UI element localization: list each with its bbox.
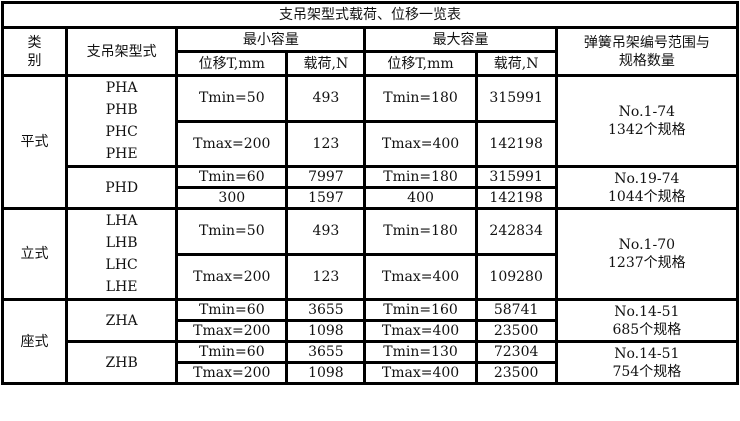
- min-load-cell: 493: [285, 207, 367, 256]
- type-name: PHB: [105, 102, 138, 118]
- table-row: 平式 PHA PHB PHC PHE Tmin=50 493 Tmin=180 315991 No…: [0, 74, 740, 210]
- type-name: ZHA: [105, 312, 138, 329]
- type-name: PHE: [105, 146, 138, 162]
- max-displacement-cell: Tmax=400: [363, 361, 478, 385]
- max-displacement-cell: Tmin=160: [363, 298, 478, 322]
- type-cell: LHA LHB LHC LHE: [65, 207, 179, 301]
- header-range-line2: 规格数量: [618, 52, 675, 69]
- header-min-capacity: 最小容量: [175, 26, 367, 53]
- range-number: No.1-70: [618, 237, 676, 253]
- header-category-top: 类: [27, 34, 42, 51]
- table-row: ZHB Tmin=60 3655 Tmin=130 72304 No.14-51 754个规…: [3, 340, 740, 385]
- max-displacement-cell: Tmax=400: [363, 119, 478, 168]
- max-displacement-cell: Tmax=400: [363, 252, 478, 301]
- load-displacement-table: 支吊架型式载荷、位移一览表 类 别 支吊架型式 最小容量 最大容量 弹簧吊架编号…: [0, 1, 740, 385]
- type-name: PHD: [105, 179, 139, 196]
- min-displacement-cell: Tmin=60: [175, 298, 289, 322]
- range-number: No.19-74: [614, 170, 680, 187]
- min-displacement-cell: Tmax=200: [175, 119, 289, 168]
- type-cell: ZHA: [65, 298, 179, 343]
- max-displacement-cell: Tmin=130: [363, 340, 478, 364]
- header-max-load: 载荷,N: [474, 50, 558, 77]
- spec-count: 685个规格: [612, 321, 682, 338]
- max-load-cell: 142198: [474, 186, 558, 210]
- min-displacement-cell: Tmax=200: [175, 361, 289, 385]
- min-displacement-cell: Tmax=200: [175, 252, 289, 301]
- type-name: LHE: [105, 279, 138, 295]
- type-name: LHA: [105, 213, 138, 229]
- min-displacement-cell: Tmax=200: [175, 319, 289, 343]
- min-load-cell: 3655: [285, 340, 367, 364]
- header-max-displacement: 位移T,mm: [363, 50, 478, 77]
- table-row: PHD Tmin=60 7997 Tmin=180 315991 No.19-74 1044…: [3, 165, 740, 210]
- range-cell: No.1-70 1237个规格: [554, 207, 740, 301]
- header-min-load: 载荷,N: [285, 50, 367, 77]
- max-displacement-cell: Tmax=400: [363, 319, 478, 343]
- min-load-cell: 1597: [285, 186, 367, 210]
- max-load-cell: 58741: [474, 298, 558, 322]
- min-displacement-cell: Tmin=50: [175, 207, 289, 256]
- header-category: 类 别: [0, 26, 69, 77]
- min-load-cell: 3655: [285, 298, 367, 322]
- category-cell: 平式: [0, 74, 69, 210]
- range-cell: No.14-51 685个规格: [554, 298, 740, 343]
- max-displacement-cell: Tmin=180: [363, 165, 478, 189]
- table-row: 座式 ZHA Tmin=60 3655 Tmin=160 58741 No.14-51 685…: [0, 298, 740, 385]
- header-max-capacity: 最大容量: [363, 26, 558, 53]
- min-displacement-cell: 300: [175, 186, 289, 210]
- spec-count: 754个规格: [612, 363, 682, 380]
- min-load-cell: 1098: [285, 361, 367, 385]
- table-row: 立式 LHA LHB LHC LHE Tmin=50 493 Tmin=180 242834 No…: [0, 207, 740, 301]
- max-load-cell: 23500: [474, 319, 558, 343]
- spec-count: 1044个规格: [608, 188, 686, 205]
- type-name: ZHB: [105, 354, 138, 371]
- min-displacement-cell: Tmin=60: [175, 340, 289, 364]
- table-row: Tmax=200 1098 Tmax=400 23500: [3, 361, 738, 385]
- type-name: PHA: [105, 80, 138, 96]
- table-row: 300 1597 400 142198: [3, 186, 738, 210]
- header-type: 支吊架型式: [65, 26, 179, 77]
- max-load-cell: 142198: [474, 119, 558, 168]
- type-cell: ZHB: [65, 340, 179, 385]
- table-title: 支吊架型式载荷、位移一览表: [1, 1, 739, 29]
- max-load-cell: 23500: [474, 361, 558, 385]
- min-load-cell: 493: [285, 74, 367, 123]
- table-row: Tmax=200 123 Tmax=400 142198: [3, 119, 738, 168]
- category-cell: 座式: [0, 298, 69, 385]
- max-load-cell: 242834: [474, 207, 558, 256]
- range-cell: No.14-51 754个规格: [554, 340, 740, 385]
- header-min-displacement: 位移T,mm: [175, 50, 289, 77]
- spec-count: 1237个规格: [608, 255, 686, 271]
- max-displacement-cell: Tmin=180: [363, 207, 478, 256]
- max-load-cell: 109280: [474, 252, 558, 301]
- min-load-cell: 7997: [285, 165, 367, 189]
- min-load-cell: 123: [285, 119, 367, 168]
- max-load-cell: 315991: [474, 74, 558, 123]
- header-category-bottom: 别: [27, 52, 42, 69]
- range-number: No.14-51: [614, 345, 680, 362]
- max-displacement-cell: Tmin=180: [363, 74, 478, 123]
- min-load-cell: 1098: [285, 319, 367, 343]
- type-cell: PHA PHB PHC PHE: [65, 74, 179, 168]
- table-row: Tmax=200 123 Tmax=400 109280: [3, 252, 738, 301]
- type-name: LHC: [105, 257, 138, 273]
- max-displacement-cell: 400: [363, 186, 478, 210]
- table-row: Tmax=200 1098 Tmax=400 23500: [3, 319, 738, 343]
- range-number: No.14-51: [614, 303, 680, 320]
- range-number: No.1-74: [618, 104, 676, 120]
- max-load-cell: 315991: [474, 165, 558, 189]
- spec-count: 1342个规格: [608, 122, 686, 138]
- category-cell: 立式: [0, 207, 69, 301]
- range-cell: No.1-74 1342个规格: [554, 74, 740, 168]
- min-load-cell: 123: [285, 252, 367, 301]
- type-cell: PHD: [65, 165, 179, 210]
- min-displacement-cell: Tmin=50: [175, 74, 289, 123]
- min-displacement-cell: Tmin=60: [175, 165, 289, 189]
- type-name: PHC: [105, 124, 138, 140]
- header-range-line1: 弹簧吊架编号范围与: [583, 34, 710, 51]
- header-range: 弹簧吊架编号范围与 规格数量: [554, 26, 740, 77]
- type-name: LHB: [105, 235, 138, 251]
- max-load-cell: 72304: [474, 340, 558, 364]
- range-cell: No.19-74 1044个规格: [554, 165, 740, 210]
